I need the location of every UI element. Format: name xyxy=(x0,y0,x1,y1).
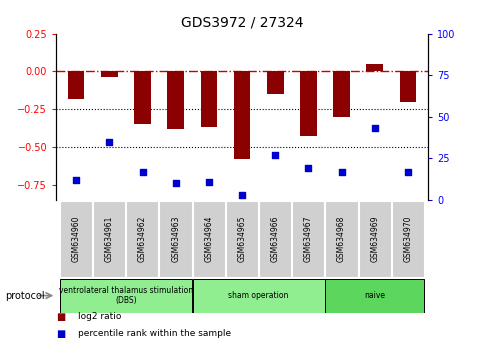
Text: GSM634962: GSM634962 xyxy=(138,216,147,262)
FancyBboxPatch shape xyxy=(291,201,324,277)
Text: GSM634968: GSM634968 xyxy=(336,216,346,262)
Text: sham operation: sham operation xyxy=(228,291,288,300)
FancyBboxPatch shape xyxy=(358,201,390,277)
Point xyxy=(238,192,245,198)
Point xyxy=(370,126,378,131)
Bar xyxy=(266,72,283,94)
Bar xyxy=(200,72,217,127)
Text: log2 ratio: log2 ratio xyxy=(78,312,122,321)
Text: GSM634967: GSM634967 xyxy=(304,216,312,262)
Point xyxy=(72,177,80,183)
Text: GSM634961: GSM634961 xyxy=(104,216,114,262)
FancyBboxPatch shape xyxy=(159,201,191,277)
Text: GSM634966: GSM634966 xyxy=(270,216,279,262)
Text: naive: naive xyxy=(364,291,385,300)
FancyBboxPatch shape xyxy=(325,279,424,313)
Bar xyxy=(300,72,316,137)
Point xyxy=(403,169,411,175)
Text: GSM634964: GSM634964 xyxy=(204,216,213,262)
Bar xyxy=(333,72,349,117)
Point xyxy=(337,169,345,175)
Point xyxy=(271,152,279,158)
Point xyxy=(105,139,113,144)
Text: GSM634965: GSM634965 xyxy=(237,216,246,262)
FancyBboxPatch shape xyxy=(391,201,423,277)
Point xyxy=(304,166,312,171)
Text: GSM634969: GSM634969 xyxy=(369,216,379,262)
Bar xyxy=(68,72,84,99)
Text: GDS3972 / 27324: GDS3972 / 27324 xyxy=(181,16,303,30)
Point xyxy=(138,169,146,175)
Text: percentile rank within the sample: percentile rank within the sample xyxy=(78,329,231,338)
Text: GSM634970: GSM634970 xyxy=(403,216,411,262)
Bar xyxy=(233,72,250,159)
Text: ■: ■ xyxy=(56,312,65,322)
FancyBboxPatch shape xyxy=(259,201,290,277)
Point xyxy=(204,179,212,184)
FancyBboxPatch shape xyxy=(192,279,324,313)
Bar xyxy=(101,72,118,78)
FancyBboxPatch shape xyxy=(225,201,258,277)
Text: ■: ■ xyxy=(56,329,65,339)
Bar xyxy=(134,72,150,124)
Bar xyxy=(366,64,382,72)
Point xyxy=(171,181,179,186)
Text: protocol: protocol xyxy=(5,291,44,301)
FancyBboxPatch shape xyxy=(126,201,158,277)
FancyBboxPatch shape xyxy=(325,201,357,277)
Text: GSM634963: GSM634963 xyxy=(171,216,180,262)
Text: GSM634960: GSM634960 xyxy=(72,216,81,262)
FancyBboxPatch shape xyxy=(60,201,92,277)
Bar xyxy=(167,72,183,129)
Text: ventrolateral thalamus stimulation
(DBS): ventrolateral thalamus stimulation (DBS) xyxy=(59,286,193,305)
FancyBboxPatch shape xyxy=(93,201,125,277)
FancyBboxPatch shape xyxy=(192,201,224,277)
FancyBboxPatch shape xyxy=(60,279,192,313)
Bar xyxy=(399,72,415,102)
